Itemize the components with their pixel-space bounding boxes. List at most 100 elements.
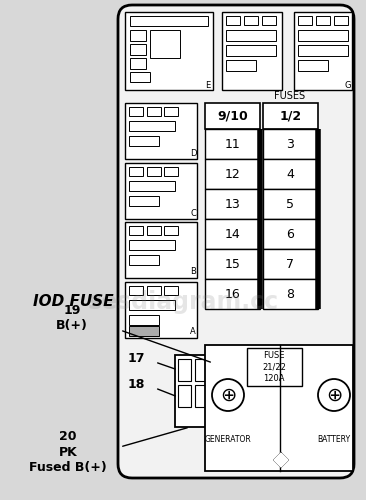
Bar [129,121,175,131]
Text: IOD FUSE: IOD FUSE [33,294,113,310]
Text: A: A [190,328,196,336]
Text: sesdiagram.cc: sesdiagram.cc [87,290,279,314]
Text: 20
PK
Fused B(+): 20 PK Fused B(+) [29,430,107,474]
Bar [150,30,180,58]
Bar [226,16,240,25]
Bar [129,326,159,336]
Text: C: C [190,208,196,218]
Text: ⊕: ⊕ [220,386,236,404]
Bar [125,163,197,219]
Bar [125,12,213,90]
Text: 15: 15 [225,258,240,270]
Bar [164,107,178,116]
Bar [205,189,260,219]
Text: 14: 14 [225,228,240,240]
Bar [129,240,175,250]
Bar [205,279,260,309]
Circle shape [318,379,350,411]
Bar [205,159,260,189]
Bar [263,129,318,159]
Bar [129,226,143,235]
Bar [226,45,276,56]
Text: 4: 4 [287,168,294,180]
Bar [294,12,352,90]
Text: 9/10: 9/10 [217,110,248,122]
Text: G: G [345,82,351,90]
Bar [125,103,197,159]
Bar [205,219,260,249]
Text: 1/2: 1/2 [279,110,302,122]
FancyBboxPatch shape [118,5,354,478]
Text: FUSE
21/22
120A: FUSE 21/22 120A [262,352,286,382]
Bar [178,385,191,407]
Bar [205,103,260,129]
Bar [130,58,146,69]
Bar [129,196,159,206]
Polygon shape [274,453,288,467]
Bar [263,103,318,129]
Circle shape [212,379,244,411]
Bar [147,167,161,176]
Bar [164,226,178,235]
Bar [298,16,312,25]
Text: FUSES: FUSES [274,91,306,101]
Bar [263,249,318,279]
Text: D: D [190,148,196,158]
Bar [205,345,353,471]
Bar [334,16,348,25]
Text: GENERATOR: GENERATOR [205,436,251,444]
Text: 16: 16 [225,288,240,300]
Bar [125,222,197,278]
Text: ⊕: ⊕ [326,386,342,404]
Bar [147,286,161,295]
Bar [129,107,143,116]
Text: 6: 6 [287,228,294,240]
Bar [147,107,161,116]
Text: 17: 17 [127,352,145,364]
Text: 13: 13 [225,198,240,210]
Text: 8: 8 [287,288,295,300]
Bar [147,226,161,235]
Bar [178,359,191,381]
Bar [263,219,318,249]
Bar [316,16,330,25]
Bar [226,60,256,71]
Bar [129,255,159,265]
Bar [298,30,348,41]
Bar [129,136,159,146]
Bar [244,16,258,25]
Bar [298,60,328,71]
Bar [263,159,318,189]
Bar [164,167,178,176]
Bar [129,286,143,295]
Bar [263,279,318,309]
Bar [205,249,260,279]
Text: 5: 5 [287,198,295,210]
Text: E: E [205,82,210,90]
Bar [195,359,208,381]
Bar [130,72,150,82]
Text: 12: 12 [225,168,240,180]
Bar [130,44,146,55]
Bar [298,45,348,56]
Bar [222,12,282,90]
Bar [130,16,208,26]
Bar [129,315,159,325]
Bar [129,181,175,191]
Bar [226,30,276,41]
Text: 18: 18 [127,378,145,390]
Bar [175,355,213,427]
Bar [262,16,276,25]
Bar [247,348,302,386]
Bar [129,300,175,310]
Bar [205,129,260,159]
Text: 11: 11 [225,138,240,150]
Text: 7: 7 [287,258,295,270]
Bar [164,286,178,295]
Bar [130,30,146,41]
Bar [195,385,208,407]
Bar [125,282,197,338]
Bar [129,167,143,176]
Text: BATTERY: BATTERY [317,436,351,444]
Text: B: B [190,268,196,276]
